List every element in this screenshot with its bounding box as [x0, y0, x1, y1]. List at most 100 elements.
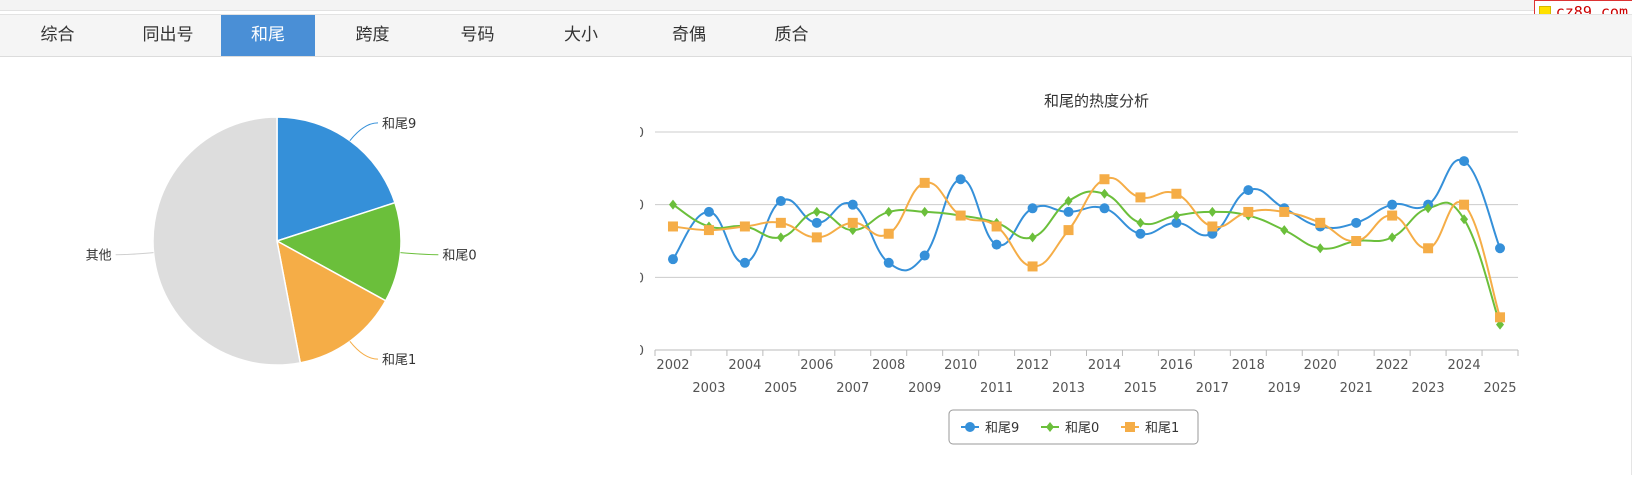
data-point[interactable] [811, 217, 822, 228]
x-tick-label: 2023 [1412, 381, 1445, 396]
data-point[interactable] [883, 257, 894, 268]
data-point[interactable] [775, 196, 786, 207]
data-point[interactable] [955, 174, 966, 185]
pie-slice[interactable] [152, 116, 302, 366]
tab-haoma[interactable]: 号码 [460, 25, 495, 45]
data-point[interactable] [703, 206, 714, 217]
data-point[interactable] [920, 206, 929, 217]
pie-label: 和尾9 [382, 117, 416, 132]
data-point[interactable] [1064, 196, 1073, 207]
legend-item[interactable]: 和尾1 [1121, 421, 1179, 436]
data-point[interactable] [1063, 206, 1074, 217]
data-point[interactable] [1136, 217, 1145, 228]
pie-slice[interactable] [276, 116, 396, 243]
legend-item[interactable]: 和尾0 [1041, 421, 1099, 436]
x-tick-label: 2025 [1483, 381, 1516, 396]
data-point[interactable] [1387, 199, 1398, 210]
x-tick-label: 2017 [1196, 381, 1229, 396]
data-point[interactable] [1351, 236, 1362, 246]
legend: 和尾9 和尾0 和尾1 [948, 409, 1199, 445]
x-tick-label: 2022 [1376, 358, 1409, 373]
data-point[interactable] [1135, 192, 1146, 203]
data-point[interactable] [1459, 199, 1470, 210]
chart-title: 和尾的热度分析 [1044, 92, 1149, 110]
x-tick-label: 2019 [1268, 381, 1301, 396]
data-point[interactable] [1027, 203, 1038, 214]
tab-zonghe[interactable]: 综合 [40, 25, 75, 45]
data-point[interactable] [1460, 214, 1469, 225]
data-point[interactable] [991, 239, 1002, 250]
data-point[interactable] [739, 257, 750, 268]
data-point[interactable] [1279, 206, 1290, 217]
data-point[interactable] [1459, 156, 1470, 167]
tab-hewei[interactable]: 和尾 [221, 15, 315, 56]
data-point[interactable] [812, 206, 821, 217]
data-point[interactable] [775, 217, 786, 228]
data-point[interactable] [1495, 243, 1506, 254]
data-point[interactable] [1099, 203, 1110, 214]
x-tick-label: 2024 [1448, 358, 1481, 373]
data-point[interactable] [1316, 243, 1325, 254]
data-point[interactable] [919, 177, 930, 188]
tab-tongchuhao[interactable]: 同出号 [142, 25, 194, 45]
x-tick-label: 2018 [1232, 358, 1265, 373]
tab-jiou[interactable]: 奇偶 [672, 25, 706, 45]
x-tick-label: 2008 [872, 358, 905, 373]
data-point[interactable] [667, 254, 678, 265]
tab-zhihe[interactable]: 质合 [774, 25, 809, 45]
data-point[interactable] [1315, 217, 1326, 228]
x-tick-label: 2011 [980, 381, 1013, 396]
data-point[interactable] [847, 199, 858, 210]
data-point[interactable] [1280, 225, 1289, 236]
x-tick-label: 2005 [764, 381, 797, 396]
data-point[interactable] [919, 250, 930, 261]
tab-daxiao[interactable]: 大小 [564, 25, 598, 45]
data-point[interactable] [1387, 210, 1398, 221]
pie-connector [400, 252, 439, 256]
pie-label: 和尾1 [382, 353, 416, 368]
data-point[interactable] [1135, 228, 1146, 239]
data-point[interactable] [739, 221, 750, 232]
data-point[interactable] [703, 225, 714, 236]
x-tick-label: 2014 [1088, 358, 1121, 373]
data-point[interactable] [955, 210, 966, 221]
data-point[interactable] [1243, 185, 1254, 196]
data-point[interactable] [1171, 188, 1182, 199]
data-point[interactable] [1100, 188, 1109, 199]
data-point[interactable] [847, 217, 858, 228]
data-point[interactable] [883, 228, 894, 239]
data-point[interactable] [1243, 206, 1254, 217]
data-point[interactable] [811, 232, 822, 243]
data-point[interactable] [884, 206, 893, 217]
data-point[interactable] [668, 199, 677, 210]
pie-label: 其他 [86, 249, 112, 264]
data-point[interactable] [1424, 203, 1433, 214]
data-point[interactable] [991, 221, 1002, 232]
legend-item[interactable]: 和尾9 [961, 421, 1019, 436]
legend-marker[interactable] [1125, 422, 1135, 432]
tab-kuadu[interactable]: 跨度 [355, 25, 390, 45]
data-point[interactable] [1495, 312, 1506, 323]
y-tick-label: 40 [640, 199, 644, 214]
data-point[interactable] [667, 221, 678, 232]
data-point[interactable] [1423, 243, 1434, 254]
data-point[interactable] [1172, 210, 1181, 221]
legend-marker[interactable] [1046, 422, 1054, 432]
data-point[interactable] [776, 232, 785, 243]
data-point[interactable] [1063, 225, 1074, 236]
pie-slice[interactable] [275, 201, 402, 302]
data-point[interactable] [1028, 232, 1037, 243]
series-markers-2 [667, 174, 1506, 323]
series-line [672, 158, 1501, 272]
data-point[interactable] [1351, 217, 1362, 228]
pie-label: 和尾0 [442, 249, 476, 264]
data-point[interactable] [1207, 221, 1218, 232]
legend-marker[interactable] [965, 422, 975, 432]
data-point[interactable] [1099, 174, 1110, 185]
data-point[interactable] [1171, 217, 1182, 228]
pie-connector [349, 341, 379, 360]
y-tick-label: 60 [640, 126, 644, 141]
data-point[interactable] [1388, 232, 1397, 243]
data-point[interactable] [1027, 261, 1038, 272]
data-point[interactable] [1208, 206, 1217, 217]
